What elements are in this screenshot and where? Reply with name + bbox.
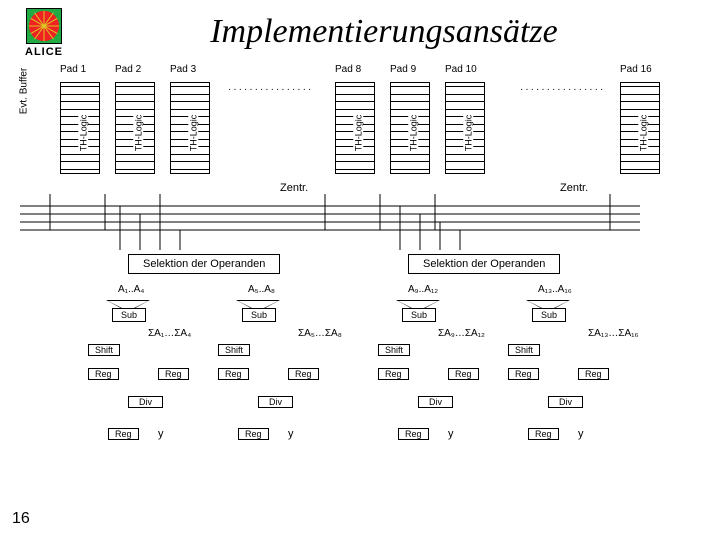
pad-label: Pad 3 [170,64,196,75]
pad-label: Pad 2 [115,64,141,75]
sigma-label: ΣA₉…ΣA₁₂ [438,328,485,339]
sub-box: Sub [402,308,436,322]
sub-box: Sub [532,308,566,322]
sub-box: Sub [112,308,146,322]
reg-box: Reg [398,428,429,440]
sigma-row: ΣA₁…ΣA₄ ΣA₅…ΣA₈ ΣA₉…ΣA₁₂ ΣA₁₃…ΣA₁₆ [30,328,690,342]
pad-block: TH-Logic [445,82,485,174]
ellipsis-dots: ················ [228,84,313,95]
y-output-label: y [448,428,454,440]
reg-box: Reg [288,368,319,380]
logo-text: ALICE [25,46,63,58]
pad-label: Pad 9 [390,64,416,75]
selection-box: Selektion der Operanden [128,254,280,274]
ellipsis-dots: ················ [520,84,605,95]
pad-block: TH-Logic [620,82,660,174]
reg2-row: Reg y Reg y Reg y Reg y [30,428,690,442]
div-box: Div [548,396,583,408]
reg-box: Reg [528,428,559,440]
reg-box: Reg [378,368,409,380]
range-label: A₁..A₄ [118,284,144,295]
sigma-label: ΣA₁…ΣA₄ [148,328,191,339]
reg-box: Reg [218,368,249,380]
div-box: Div [418,396,453,408]
pad-block: TH-Logic [60,82,100,174]
page-title: Implementierungsansätze [68,13,700,51]
pad-label: Pad 8 [335,64,361,75]
pad-label: Pad 10 [445,64,477,75]
selection-box: Selektion der Operanden [408,254,560,274]
th-logic-label: TH-Logic [189,113,199,154]
reg1-row: Reg Reg Reg Reg Reg Reg Reg Reg [30,368,690,382]
reg-box: Reg [108,428,139,440]
th-logic-label: TH-Logic [409,113,419,154]
y-output-label: y [578,428,584,440]
pad-label: Pad 1 [60,64,86,75]
th-logic-label: TH-Logic [79,113,89,154]
evt-buffer-label: Evt. Buffer [19,68,30,115]
div-row: Div Div Div Div [30,396,690,410]
th-logic-label: TH-Logic [134,113,144,154]
pad-block: TH-Logic [335,82,375,174]
shift-box: Shift [378,344,410,356]
alice-logo: ALICE [20,8,68,56]
zentr-row: Zentr. Zentr. [30,182,690,198]
sigma-label: ΣA₅…ΣA₈ [298,328,342,339]
reg-box: Reg [88,368,119,380]
logo-icon [26,8,62,44]
shift-row: Shift Shift Shift Shift [30,344,690,358]
pad-block: TH-Logic [390,82,430,174]
pad-blocks-row: Evt. Buffer TH-LogicTH-LogicTH-LogicTH-L… [30,82,690,182]
reg-box: Reg [578,368,609,380]
reg-box: Reg [508,368,539,380]
pad-labels-row: Pad 1 Pad 2 Pad 3 Pad 8 Pad 9 Pad 10 Pad 16 [30,64,690,78]
range-label: A₉..A₁₂ [408,284,438,295]
shift-box: Shift [218,344,250,356]
th-logic-label: TH-Logic [639,113,649,154]
reg-box: Reg [158,368,189,380]
range-label: A₅..A₈ [248,284,275,295]
div-box: Div [128,396,163,408]
diagram-area: Pad 1 Pad 2 Pad 3 Pad 8 Pad 9 Pad 10 Pad 16 Ev… [0,64,720,442]
bus-spacer [30,198,690,254]
reg-box: Reg [448,368,479,380]
pad-block: TH-Logic [115,82,155,174]
shift-box: Shift [88,344,120,356]
sub-row: Sub Sub Sub Sub [30,300,690,322]
pad-label: Pad 16 [620,64,652,75]
y-output-label: y [158,428,164,440]
zentr-label: Zentr. [560,182,588,194]
zentr-label: Zentr. [280,182,308,194]
reg-box: Reg [238,428,269,440]
pad-block: TH-Logic [170,82,210,174]
selection-row: Selektion der Operanden Selektion der Ope… [30,254,690,276]
page-number: 16 [12,510,30,528]
sub-box: Sub [242,308,276,322]
th-logic-label: TH-Logic [354,113,364,154]
sigma-label: ΣA₁₃…ΣA₁₆ [588,328,639,339]
div-box: Div [258,396,293,408]
header: ALICE Implementierungsansätze [0,0,720,64]
range-label: A₁₃..A₁₆ [538,284,572,295]
y-output-label: y [288,428,294,440]
range-row: A₁..A₄ A₅..A₈ A₉..A₁₂ A₁₃..A₁₆ [30,284,690,298]
shift-box: Shift [508,344,540,356]
th-logic-label: TH-Logic [464,113,474,154]
